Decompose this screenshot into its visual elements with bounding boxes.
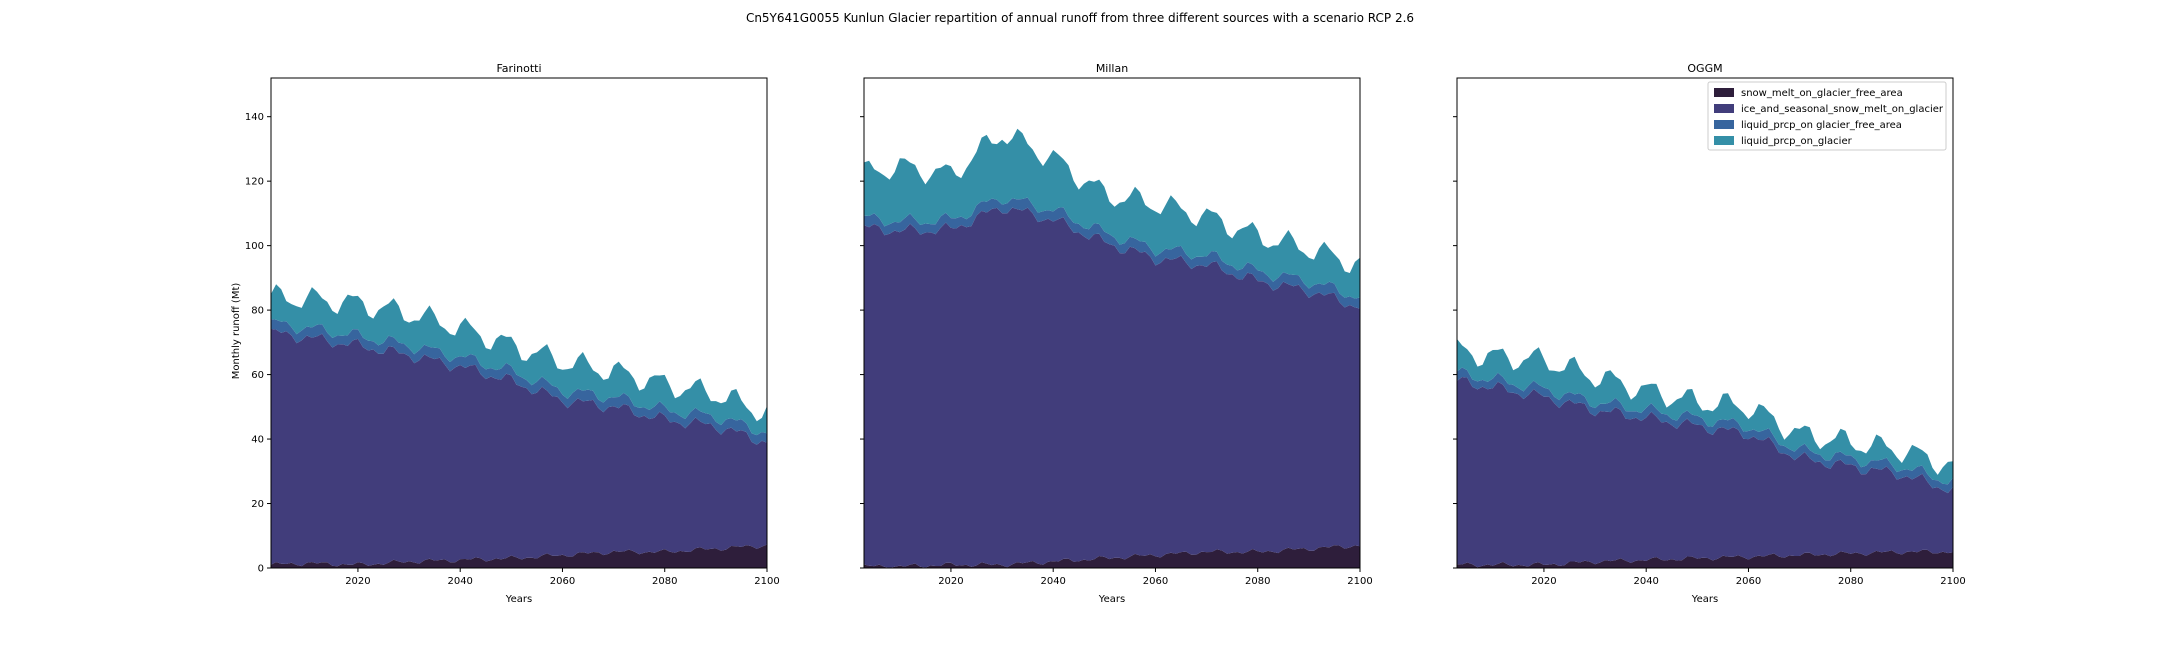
x-tick-label: 2020 xyxy=(938,576,963,587)
xlabel-oggm: Years xyxy=(1691,594,1718,605)
series-layer-oggm: 2020 2040 2060 2080 2100 xyxy=(1453,77,1966,587)
panel-title-farinotti: Farinotti xyxy=(496,62,541,75)
area-ice-and-seasonal-snow-melt-on-glacier xyxy=(864,207,1360,568)
legend-label-snow-melt: snow_melt_on_glacier_free_area xyxy=(1741,88,1903,99)
y-tick-label: 140 xyxy=(245,112,264,123)
area-liquid-prcp-on-glacier-free-area xyxy=(1457,367,1953,494)
area-snow-melt-on-glacier-free-area xyxy=(1457,549,1953,568)
axes-frame xyxy=(1456,77,1954,569)
xlabel-farinotti: Years xyxy=(505,594,532,605)
x-tick-label: 2040 xyxy=(1633,576,1658,587)
panel-millan: 2020 2040 2060 2080 2100 Millan Years xyxy=(860,62,1373,605)
area-liquid-prcp-on-glacier-free-area xyxy=(271,319,767,445)
area-snow-melt-on-glacier-free-area xyxy=(271,544,767,568)
x-tick-label: 2040 xyxy=(447,576,472,587)
legend-label-ice-snow-melt: ice_and_seasonal_snow_melt_on_glacier xyxy=(1741,104,1944,115)
x-tick-label: 2020 xyxy=(345,576,370,587)
panel-title-millan: Millan xyxy=(1096,62,1128,75)
y-tick-label: 80 xyxy=(251,306,264,317)
area-liquid-prcp-on-glacier xyxy=(864,128,1360,299)
legend-label-liquid-prcp-glacier: liquid_prcp_on_glacier xyxy=(1741,136,1853,147)
x-tick-label: 2060 xyxy=(1143,576,1168,587)
series-layer-millan: 2020 2040 2060 2080 2100 xyxy=(860,77,1373,587)
x-tick-label: 2080 xyxy=(1245,576,1270,587)
figure-title: Cn5Y641G0055 Kunlun Glacier repartition … xyxy=(746,11,1414,25)
x-tick-label: 2040 xyxy=(1040,576,1065,587)
y-tick-label: 20 xyxy=(251,499,264,510)
legend-frame xyxy=(1707,81,1947,151)
area-ice-and-seasonal-snow-melt-on-glacier xyxy=(271,328,767,567)
ylabel-farinotti: Monthly runoff (Mt) xyxy=(231,283,242,380)
legend-swatch-liquid-prcp-free xyxy=(1714,120,1734,129)
xlabel-millan: Years xyxy=(1098,594,1125,605)
area-snow-melt-on-glacier-free-area xyxy=(864,545,1360,568)
legend-swatch-ice-snow-melt xyxy=(1714,104,1734,113)
panel-title-oggm: OGGM xyxy=(1687,62,1722,75)
area-liquid-prcp-on-glacier xyxy=(1457,338,1953,485)
y-tick-label: 120 xyxy=(245,177,264,188)
x-tick-label: 2080 xyxy=(652,576,677,587)
x-tick-label: 2100 xyxy=(1940,576,1965,587)
y-tick-label: 40 xyxy=(251,435,264,446)
axes-frame xyxy=(270,77,768,569)
x-tick-label: 2080 xyxy=(1838,576,1863,587)
legend-label-liquid-prcp-free: liquid_prcp_on glacier_free_area xyxy=(1741,120,1902,131)
x-tick-label: 2100 xyxy=(1347,576,1372,587)
area-liquid-prcp-on-glacier xyxy=(271,284,767,436)
y-tick-label: 60 xyxy=(251,370,264,381)
axes-frame xyxy=(863,77,1361,569)
x-tick-label: 2060 xyxy=(550,576,575,587)
legend-swatch-liquid-prcp-glacier xyxy=(1714,136,1734,145)
y-tick-label: 100 xyxy=(245,241,264,252)
x-tick-label: 2020 xyxy=(1531,576,1556,587)
area-ice-and-seasonal-snow-melt-on-glacier xyxy=(1457,377,1953,568)
legend-swatch-snow-melt xyxy=(1714,88,1734,97)
x-tick-label: 2100 xyxy=(754,576,779,587)
x-tick-label: 2060 xyxy=(1736,576,1761,587)
panel-oggm: 2020 2040 2060 2080 2100 OGGM Years xyxy=(1453,62,1966,605)
legend: snow_melt_on_glacier_free_area ice_and_s… xyxy=(1707,81,1947,151)
y-tick-label: 0 xyxy=(258,564,264,575)
